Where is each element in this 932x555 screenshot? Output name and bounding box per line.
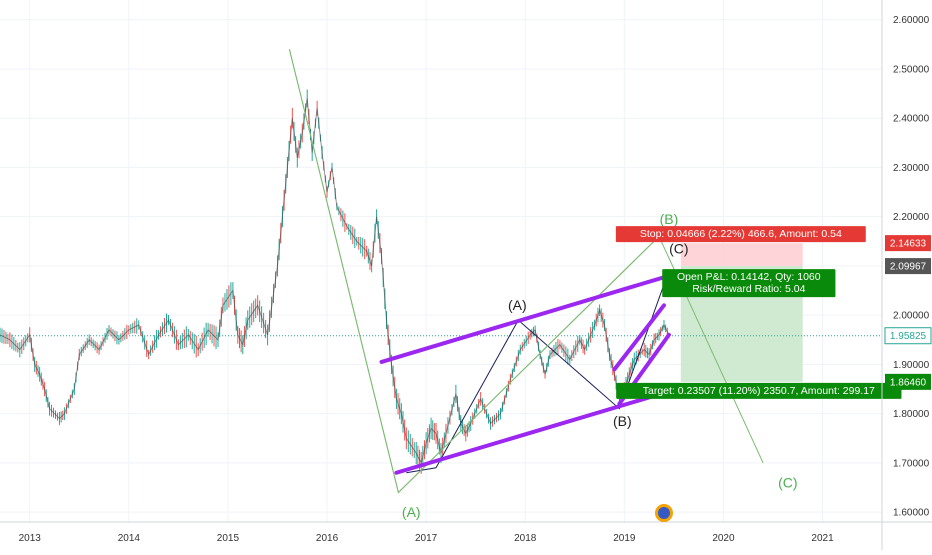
- x-tick-label: 2018: [514, 533, 537, 544]
- channel-line[interactable]: [394, 389, 671, 475]
- price-tag-text: 2.09967: [890, 262, 927, 273]
- y-tick-label: 2.50000: [893, 64, 930, 75]
- y-tick-label: 1.80000: [893, 409, 930, 420]
- x-tick-label: 2017: [415, 533, 438, 544]
- grid-layer: [0, 0, 882, 522]
- pnl-label[interactable]: Open P&L: 0.14142, Qty: 1060Risk/Reward …: [662, 269, 836, 298]
- stop-label-bg: [615, 226, 866, 243]
- y-tick-label: 2.00000: [893, 311, 930, 322]
- wave-label: (A): [402, 504, 421, 520]
- stop-label-text: Stop: 0.04666 (2.22%) 466.6, Amount: 0.5…: [640, 228, 842, 240]
- price-series: [0, 89, 670, 474]
- price-tag-bg: [884, 327, 932, 345]
- pnl-label-text: Open P&L: 0.14142, Qty: 1060: [677, 271, 821, 283]
- x-tick-label: 2020: [712, 533, 735, 544]
- stop-label[interactable]: Stop: 0.04666 (2.22%) 466.6, Amount: 0.5…: [615, 226, 866, 243]
- x-tick-label: 2019: [613, 533, 636, 544]
- x-tick-label: 2013: [19, 533, 42, 544]
- wave-line-green[interactable]: [288, 49, 764, 494]
- y-tick-label: 1.70000: [893, 458, 930, 469]
- x-tick-label: 2014: [118, 533, 141, 544]
- logo-layer: [654, 504, 673, 522]
- wave-label: (C): [669, 241, 688, 257]
- pnl-label-bg: [662, 269, 836, 298]
- target-label-text: Target: 0.23507 (11.20%) 2350.7, Amount:…: [643, 385, 875, 397]
- wave-label: (B): [660, 211, 679, 227]
- x-tick-label: 2016: [316, 533, 339, 544]
- wave-label: (A): [508, 297, 527, 313]
- pnl-label-text: Risk/Reward Ratio: 5.04: [692, 283, 805, 295]
- annotation-layer: (A)(B)(C)(A)(B)(C)Stop: 0.04666 (2.22%) …: [402, 211, 902, 520]
- price-tag: 1.86460: [885, 373, 931, 390]
- price-tag-bg: [885, 258, 931, 275]
- y-tick-label: 1.90000: [893, 360, 930, 371]
- x-tick-label: 2021: [811, 533, 834, 544]
- y-tick-label: 1.60000: [893, 508, 930, 519]
- target-label-bg: [616, 382, 902, 399]
- x-tick-label: 2015: [217, 533, 240, 544]
- stop-zone: [680, 243, 803, 267]
- price-tag-text: 1.86460: [890, 377, 927, 388]
- wave-line-green[interactable]: [288, 49, 660, 494]
- target-label[interactable]: Target: 0.23507 (11.20%) 2350.7, Amount:…: [616, 382, 902, 399]
- logo-badge-inner-icon: [657, 507, 670, 519]
- price-tag: 1.95825: [884, 327, 932, 345]
- y-tick-label: 2.30000: [893, 163, 930, 174]
- price-tag: 2.09967: [885, 258, 931, 275]
- y-tick-label: 2.60000: [893, 15, 930, 26]
- y-tick-label: 2.20000: [893, 212, 930, 223]
- price-tag: 2.14633: [885, 235, 931, 252]
- price-tag-bg: [885, 235, 931, 252]
- channel-line[interactable]: [379, 273, 671, 364]
- price-tag-bg: [885, 373, 931, 390]
- price-tag-text: 1.95825: [890, 331, 927, 342]
- price-line: [0, 98, 670, 465]
- wave-label: (C): [778, 475, 797, 491]
- wave-label: (B): [613, 413, 632, 429]
- price-tag-text: 2.14633: [890, 239, 927, 250]
- channel-line[interactable]: [612, 303, 666, 372]
- y-tick-label: 2.40000: [893, 114, 930, 125]
- position-zones: [0, 243, 882, 382]
